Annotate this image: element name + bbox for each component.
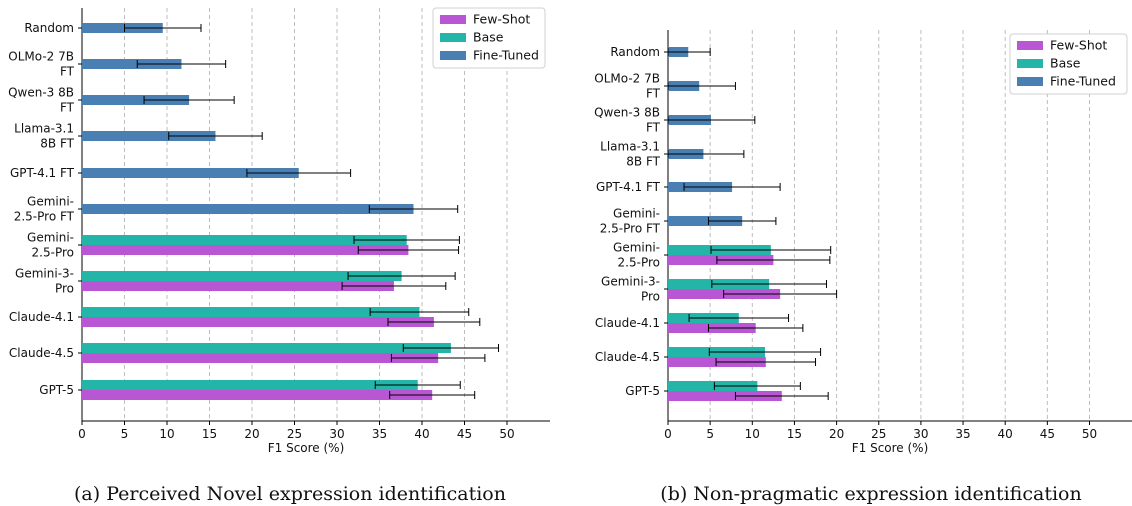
y-tick-label: Llama-3.1 [14,122,74,136]
x-tick-label: 20 [244,427,259,441]
x-tick-label: 10 [159,427,174,441]
y-tick-label: 8B FT [40,137,74,151]
legend-swatch [440,33,466,42]
y-tick-label: Claude-4.5 [595,350,660,364]
x-tick-label: 25 [287,427,302,441]
x-tick-label: 45 [1040,427,1055,441]
x-axis-title: F1 Score (%) [852,441,929,455]
x-tick-label: 35 [372,427,387,441]
legend-swatch [440,15,466,24]
legend-label: Few-Shot [1050,38,1107,53]
x-tick-label: 0 [664,427,672,441]
x-tick-label: 30 [913,427,928,441]
legend-label: Few-Shot [473,12,530,27]
y-tick-label: Llama-3.1 [600,140,660,154]
x-tick-label: 10 [745,427,760,441]
figure-caption: (b) Non-pragmatic expression identificat… [660,483,1081,505]
x-tick-label: 15 [787,427,802,441]
x-tick-label: 15 [202,427,217,441]
y-tick-label: OLMo-2 7B [594,72,660,86]
y-tick-label: Gemini-3- [601,275,660,289]
x-tick-label: 0 [78,427,86,441]
y-tick-label: 2.5-Pro [618,256,660,270]
x-tick-label: 20 [829,427,844,441]
x-tick-label: 5 [121,427,129,441]
bar-base [82,235,407,245]
legend-swatch [1017,77,1043,86]
bar-few-shot [82,281,394,291]
y-tick-label: Gemini- [613,241,660,255]
bar-base [82,271,402,281]
x-tick-label: 50 [1082,427,1097,441]
y-tick-label: Claude-4.1 [9,310,74,324]
bar-few-shot [82,390,433,400]
x-tick-label: 35 [955,427,970,441]
y-tick-label: Gemini- [613,207,660,221]
bar-few-shot [82,245,409,255]
y-tick-label: Claude-4.5 [9,346,74,360]
legend-swatch [440,51,466,60]
bar-fine-tuned [82,204,414,214]
y-tick-label: Gemini- [27,231,74,245]
x-tick-label: 40 [414,427,429,441]
y-tick-label: GPT-5 [625,384,660,398]
y-tick-label: GPT-4.1 FT [596,180,661,194]
x-tick-label: 40 [998,427,1013,441]
y-tick-label: Pro [55,282,74,296]
y-tick-label: FT [646,87,661,101]
y-tick-label: GPT-4.1 FT [10,166,75,180]
y-tick-label: FT [60,65,75,79]
figure-caption: (a) Perceived Novel expression identific… [74,483,506,505]
legend-swatch [1017,59,1043,68]
bar-base [82,380,418,390]
y-tick-label: 8B FT [626,155,660,169]
bar-fine-tuned [82,95,190,105]
y-tick-label: Gemini- [27,195,74,209]
y-tick-label: Gemini-3- [15,267,74,281]
bar-few-shot [82,353,439,363]
y-tick-label: Qwen-3 8B [8,86,74,100]
bar-few-shot [668,391,782,401]
y-tick-label: Random [610,45,660,59]
bar-base [82,343,451,353]
x-tick-label: 50 [499,427,514,441]
x-tick-label: 5 [706,427,714,441]
y-tick-label: FT [60,101,75,115]
bar-fine-tuned [668,216,743,226]
bar-fine-tuned [82,131,216,141]
bar-fine-tuned [82,59,182,69]
bar-base [668,381,758,391]
bar-fine-tuned [82,23,163,33]
y-tick-label: OLMo-2 7B [8,50,74,64]
y-tick-label: 2.5-Pro FT [600,222,661,236]
legend-label: Base [473,30,504,45]
y-tick-label: 2.5-Pro [32,246,74,260]
bar-few-shot [82,317,434,327]
legend-label: Fine-Tuned [1050,74,1116,89]
y-tick-label: Qwen-3 8B [594,106,660,120]
y-tick-label: FT [646,121,661,135]
chart-panel-a: 0 5 10 15 20 25 30 35 40 45 50 F1 Score (%) (a) Perc… [8,7,550,505]
legend-label: Base [1050,56,1081,71]
bar-base [82,307,420,317]
y-tick-label: GPT-5 [39,383,74,397]
x-tick-label: 25 [871,427,886,441]
x-tick-label: 45 [457,427,472,441]
x-axis-title: F1 Score (%) [268,441,345,455]
y-tick-label: Random [24,21,74,35]
y-tick-label: 2.5-Pro FT [14,210,75,224]
legend-swatch [1017,41,1043,50]
y-tick-label: Pro [641,290,660,304]
x-tick-label: 30 [329,427,344,441]
legend-label: Fine-Tuned [473,48,539,63]
chart-panel-b: 0 5 10 15 20 25 30 35 40 45 50 F1 Score (%) (b) Non-… [594,30,1132,505]
bar-fine-tuned [82,168,299,178]
y-tick-label: Claude-4.1 [595,316,660,330]
